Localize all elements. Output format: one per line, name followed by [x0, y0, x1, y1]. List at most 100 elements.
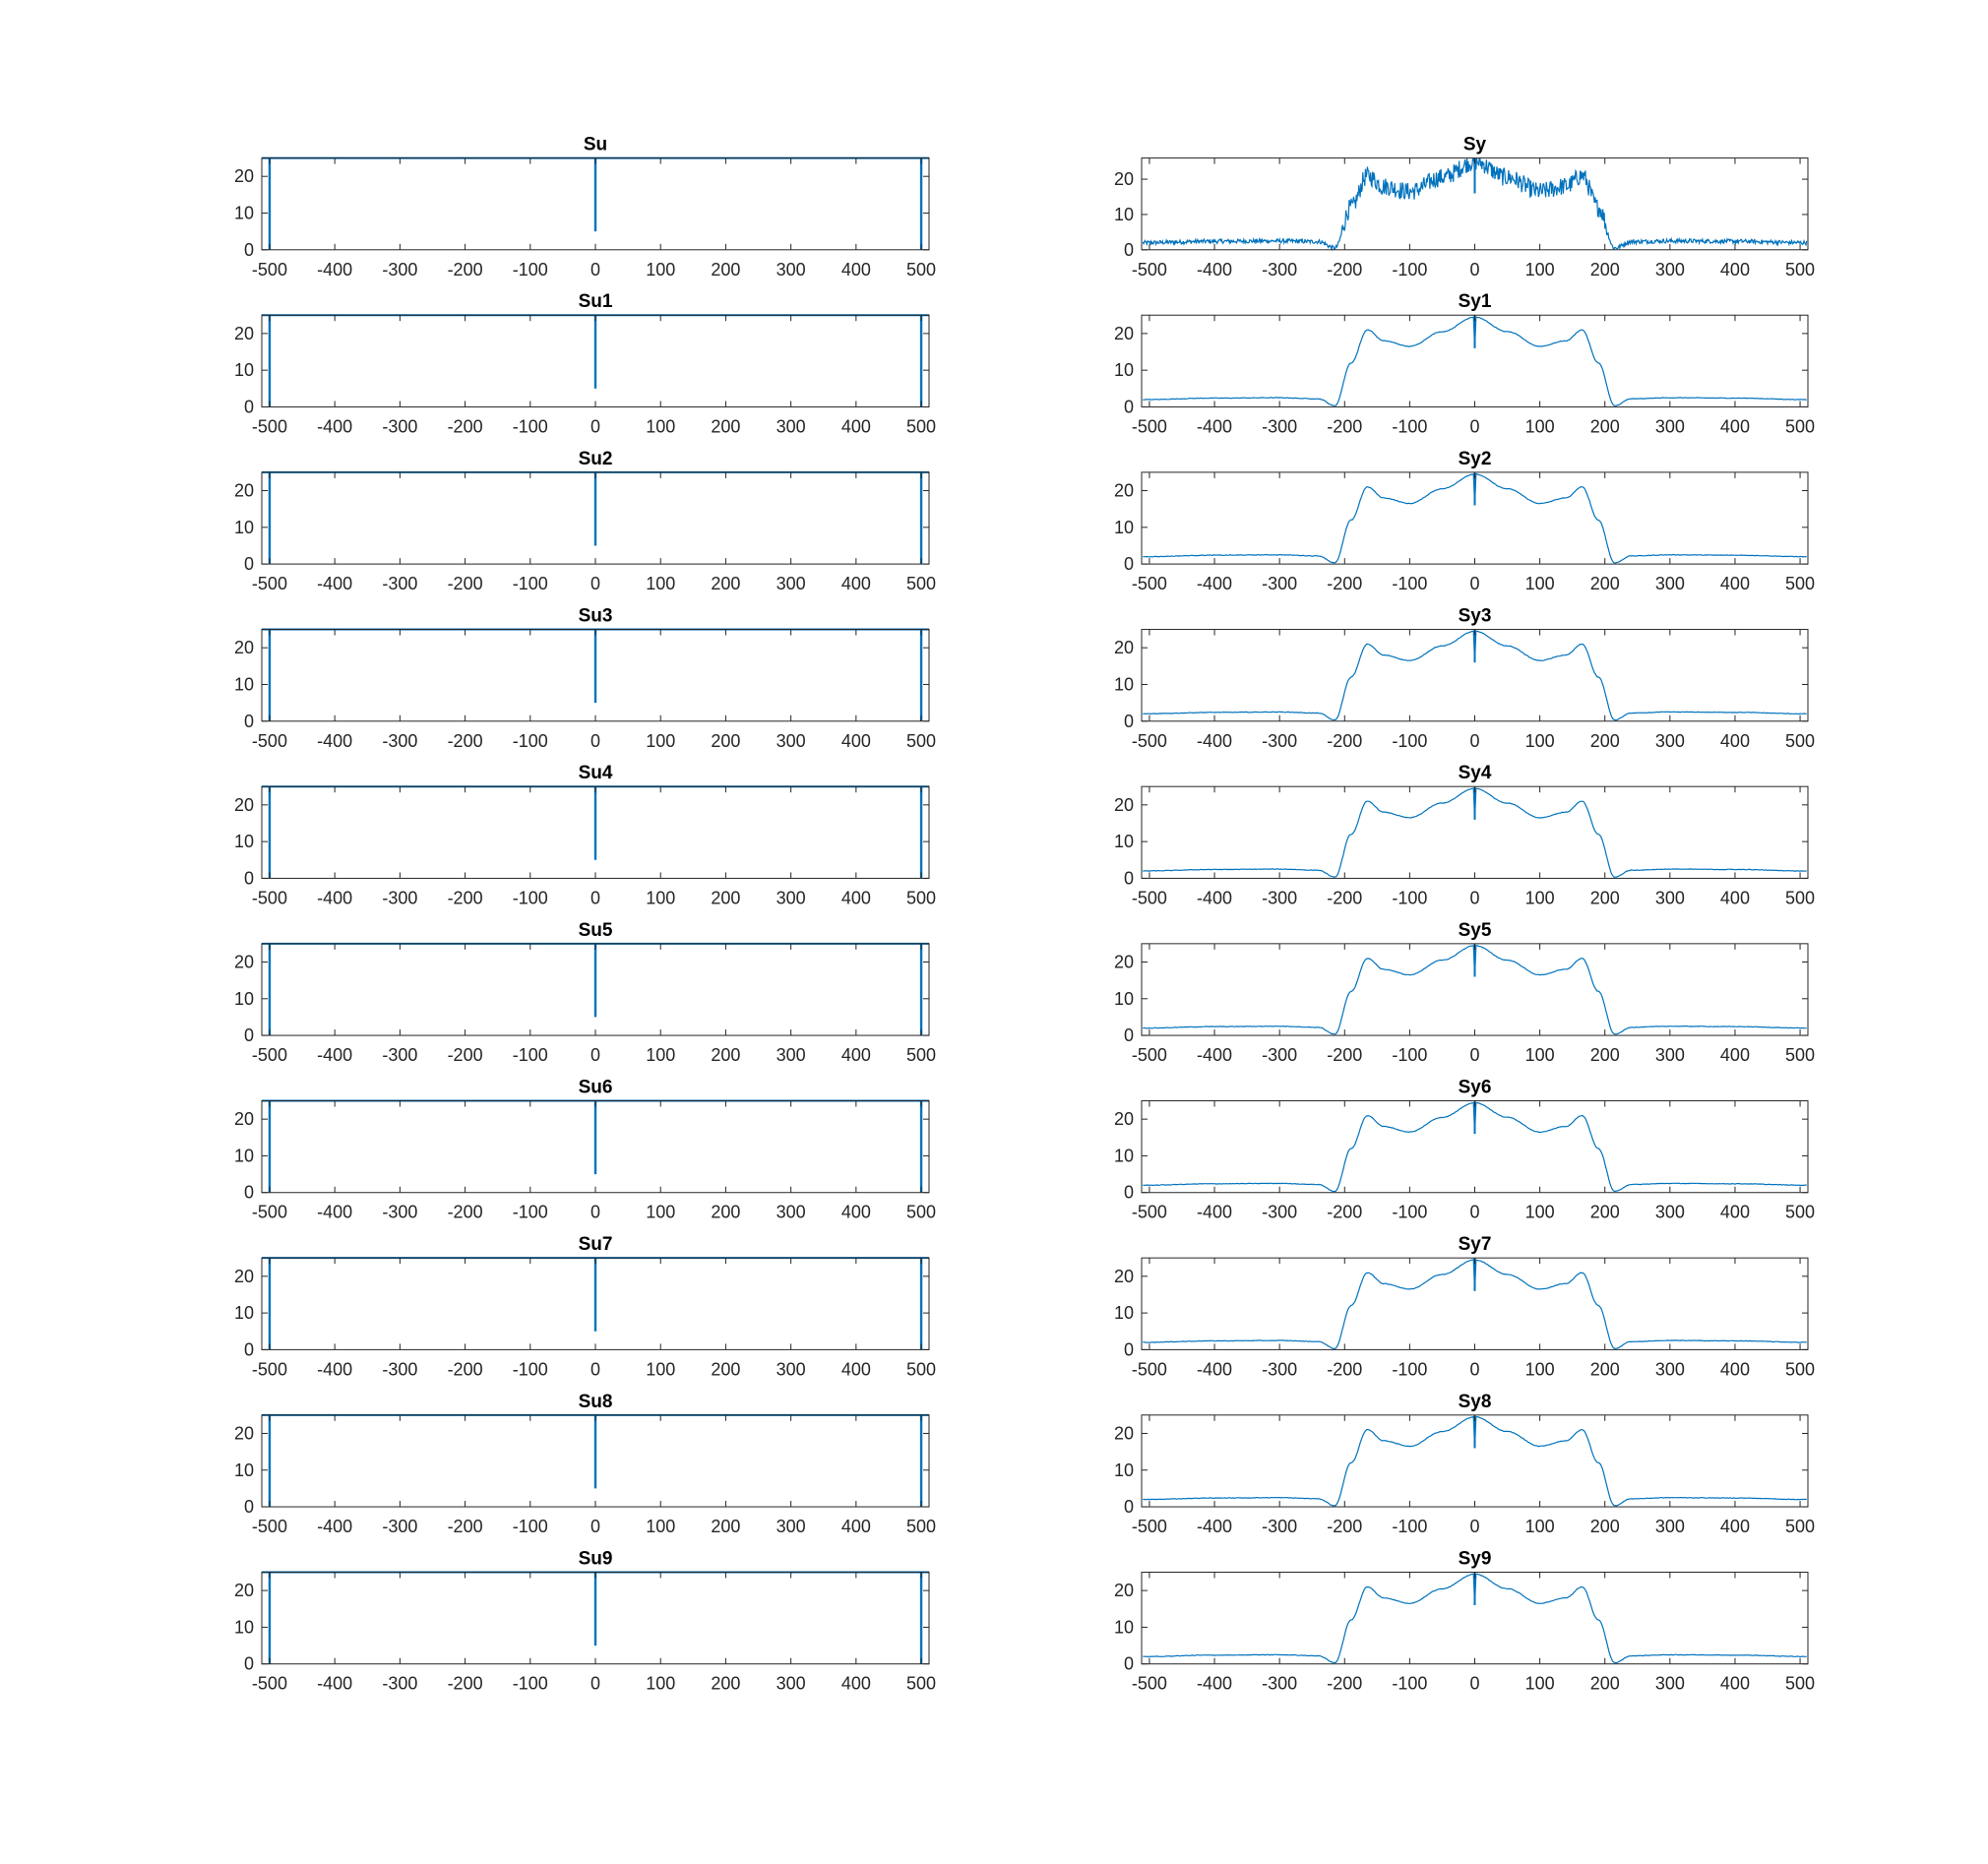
x-tick-label: 100	[1525, 1517, 1555, 1536]
x-tick-label: -200	[1327, 1359, 1362, 1379]
subplot-title: Su9	[579, 1548, 613, 1569]
x-tick-label: 500	[906, 574, 936, 593]
y-tick-label: 10	[1114, 518, 1134, 537]
y-tick-label: 20	[234, 166, 254, 186]
y-tick-label: 0	[244, 554, 254, 574]
x-tick-label: 300	[777, 1045, 806, 1065]
x-tick-label: 100	[646, 416, 675, 436]
x-tick-label: -400	[317, 1045, 352, 1065]
x-tick-label: -400	[317, 1674, 352, 1694]
y-tick-label: 20	[1114, 169, 1134, 189]
x-tick-label: 500	[906, 888, 936, 907]
x-tick-label: -500	[1132, 1203, 1167, 1222]
x-tick-label: -200	[1327, 1045, 1362, 1065]
y-tick-label: 20	[234, 481, 254, 501]
x-tick-label: 0	[1469, 1203, 1479, 1222]
x-tick-label: 0	[590, 1045, 600, 1065]
x-tick-label: 400	[1720, 1359, 1750, 1379]
y-tick-label: 0	[244, 1025, 254, 1045]
subplot-su5: -500 -400 -300 -200 -100 0 100 200 300 400 5000102…	[234, 920, 936, 1065]
series-sy9	[1143, 1572, 1806, 1662]
x-tick-label: -100	[1392, 1045, 1427, 1065]
x-tick-label: 100	[1525, 416, 1555, 436]
series-sy3	[1143, 630, 1806, 720]
x-tick-label: 400	[1720, 416, 1750, 436]
x-tick-label: -200	[448, 260, 483, 280]
x-tick-label: 0	[1469, 416, 1479, 436]
x-tick-label: -400	[317, 1359, 352, 1379]
y-tick-label: 10	[1114, 674, 1134, 694]
x-tick-label: 100	[1525, 731, 1555, 751]
x-tick-label: 0	[590, 574, 600, 593]
y-tick-label: 0	[1124, 1339, 1134, 1359]
x-tick-label: 300	[1655, 888, 1685, 907]
series-su2	[262, 472, 929, 564]
x-tick-label: 400	[1720, 260, 1750, 280]
x-tick-label: 200	[1590, 888, 1620, 907]
x-tick-label: 100	[1525, 1359, 1555, 1379]
series-sy4	[1143, 786, 1806, 877]
x-tick-label: 100	[646, 260, 675, 280]
y-tick-label: 20	[234, 324, 254, 343]
x-tick-label: 400	[1720, 1203, 1750, 1222]
y-tick-label: 10	[1114, 1460, 1134, 1480]
x-tick-label: 300	[1655, 1674, 1685, 1694]
subplot-title: Su1	[579, 291, 613, 312]
x-tick-label: 300	[777, 1674, 806, 1694]
x-tick-label: 300	[777, 1203, 806, 1222]
x-tick-label: -500	[252, 1517, 287, 1536]
x-tick-label: -100	[1392, 1203, 1427, 1222]
x-tick-label: 100	[1525, 1674, 1555, 1694]
x-tick-label: -500	[1132, 416, 1167, 436]
x-tick-label: -200	[448, 1674, 483, 1694]
series-su	[262, 158, 929, 250]
y-tick-label: 0	[244, 240, 254, 260]
x-tick-label: -300	[382, 260, 417, 280]
x-tick-label: -500	[252, 416, 287, 436]
x-tick-label: 200	[1590, 1517, 1620, 1536]
x-tick-label: -400	[1197, 1359, 1232, 1379]
series-su4	[262, 786, 929, 878]
x-tick-label: 300	[1655, 731, 1685, 751]
x-tick-label: 0	[590, 1674, 600, 1694]
series-su8	[262, 1415, 929, 1507]
x-tick-label: -500	[252, 1674, 287, 1694]
series-su5	[262, 944, 929, 1035]
x-tick-label: 0	[1469, 260, 1479, 280]
y-tick-label: 10	[234, 360, 254, 380]
x-tick-label: -300	[1262, 574, 1297, 593]
x-tick-label: -200	[448, 888, 483, 907]
y-tick-label: 10	[234, 1303, 254, 1323]
x-tick-label: -500	[1132, 260, 1167, 280]
y-tick-label: 10	[1114, 1303, 1134, 1323]
y-tick-label: 0	[1124, 1025, 1134, 1045]
x-tick-label: 100	[646, 574, 675, 593]
x-tick-label: 200	[1590, 260, 1620, 280]
x-tick-label: 200	[711, 1517, 740, 1536]
x-tick-label: -400	[1197, 731, 1232, 751]
series-su1	[262, 315, 929, 406]
x-tick-label: 500	[1785, 731, 1815, 751]
subplot-title: Sy	[1463, 135, 1487, 155]
x-tick-label: 200	[1590, 416, 1620, 436]
subplot-su6: -500 -400 -300 -200 -100 0 100 200 300 400 5000102…	[234, 1078, 936, 1222]
x-tick-label: -100	[1392, 1517, 1427, 1536]
y-tick-label: 0	[1124, 397, 1134, 416]
x-tick-label: -300	[382, 1045, 417, 1065]
y-tick-label: 10	[1114, 989, 1134, 1009]
x-tick-label: 300	[777, 416, 806, 436]
x-tick-label: -100	[513, 1359, 548, 1379]
subplot-su9: -500 -400 -300 -200 -100 0 100 200 300 400 5000102…	[234, 1548, 936, 1693]
y-tick-label: 0	[1124, 554, 1134, 574]
x-tick-label: -100	[1392, 1359, 1427, 1379]
x-tick-label: -200	[1327, 416, 1362, 436]
series-sy5	[1143, 944, 1806, 1034]
x-tick-label: -100	[513, 260, 548, 280]
x-tick-label: -300	[382, 1517, 417, 1536]
x-tick-label: -400	[1197, 574, 1232, 593]
x-tick-label: 500	[1785, 574, 1815, 593]
x-tick-label: -300	[382, 574, 417, 593]
subplot-sy5: -500 -400 -300 -200 -100 0 100 200 300 400 5000102…	[1114, 920, 1815, 1065]
x-tick-label: 400	[1720, 731, 1750, 751]
y-tick-label: 10	[234, 989, 254, 1009]
